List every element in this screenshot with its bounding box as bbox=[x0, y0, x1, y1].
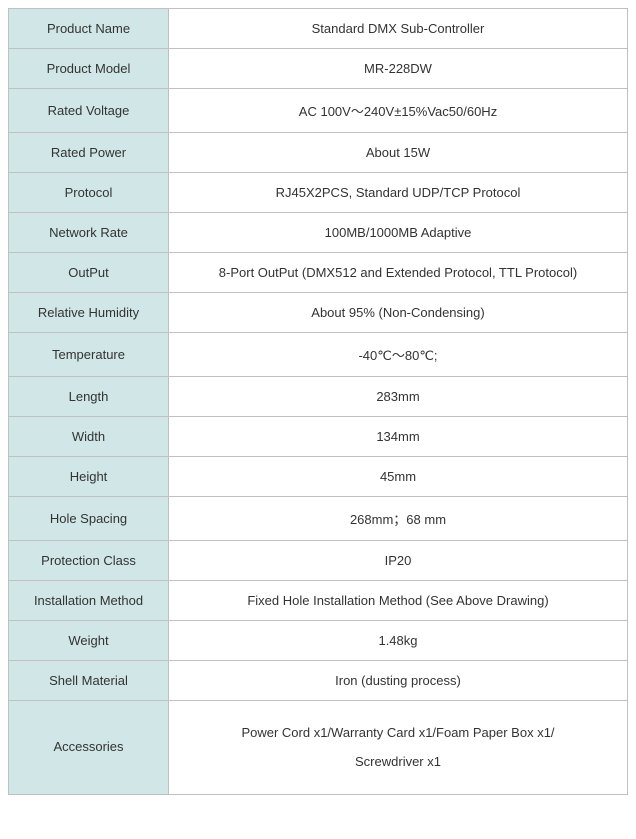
row-value: MR-228DW bbox=[169, 49, 628, 89]
table-row: Relative HumidityAbout 95% (Non-Condensi… bbox=[9, 293, 628, 333]
row-label: Product Model bbox=[9, 49, 169, 89]
table-row: Width134mm bbox=[9, 417, 628, 457]
row-value: -40℃～80℃; bbox=[169, 333, 628, 377]
table-row: Network Rate100MB/1000MB Adaptive bbox=[9, 213, 628, 253]
row-value: IP20 bbox=[169, 541, 628, 581]
table-row: Accessories Power Cord x1/Warranty Card x… bbox=[9, 701, 628, 795]
table-row: Height45mm bbox=[9, 457, 628, 497]
row-value: 134mm bbox=[169, 417, 628, 457]
row-value: RJ45X2PCS, Standard UDP/TCP Protocol bbox=[169, 173, 628, 213]
row-value: About 95% (Non-Condensing) bbox=[169, 293, 628, 333]
row-value: Power Cord x1/Warranty Card x1/Foam Pape… bbox=[169, 701, 628, 795]
row-value: 100MB/1000MB Adaptive bbox=[169, 213, 628, 253]
row-value-line: Screwdriver x1 bbox=[177, 748, 619, 777]
row-label: Protection Class bbox=[9, 541, 169, 581]
row-value-line: Power Cord x1/Warranty Card x1/Foam Pape… bbox=[177, 719, 619, 748]
row-value: About 15W bbox=[169, 133, 628, 173]
row-value: 8-Port OutPut (DMX512 and Extended Proto… bbox=[169, 253, 628, 293]
table-row: Installation MethodFixed Hole Installati… bbox=[9, 581, 628, 621]
row-label: Temperature bbox=[9, 333, 169, 377]
spec-table: Product NameStandard DMX Sub-ControllerP… bbox=[8, 8, 628, 795]
row-label: Network Rate bbox=[9, 213, 169, 253]
row-label: Relative Humidity bbox=[9, 293, 169, 333]
table-row: Protection ClassIP20 bbox=[9, 541, 628, 581]
row-label: Product Name bbox=[9, 9, 169, 49]
row-label: Accessories bbox=[9, 701, 169, 795]
row-label: Shell Material bbox=[9, 661, 169, 701]
row-label: Protocol bbox=[9, 173, 169, 213]
row-label: Height bbox=[9, 457, 169, 497]
row-value: 283mm bbox=[169, 377, 628, 417]
table-row: Product NameStandard DMX Sub-Controller bbox=[9, 9, 628, 49]
row-label: Width bbox=[9, 417, 169, 457]
row-label: Length bbox=[9, 377, 169, 417]
row-value: Standard DMX Sub-Controller bbox=[169, 9, 628, 49]
row-value: Fixed Hole Installation Method (See Abov… bbox=[169, 581, 628, 621]
row-label: Installation Method bbox=[9, 581, 169, 621]
row-label: OutPut bbox=[9, 253, 169, 293]
row-value: 1.48kg bbox=[169, 621, 628, 661]
table-row: OutPut8-Port OutPut (DMX512 and Extended… bbox=[9, 253, 628, 293]
table-row: Shell MaterialIron (dusting process) bbox=[9, 661, 628, 701]
row-value: AC 100V～240V±15%Vac50/60Hz bbox=[169, 89, 628, 133]
table-row: Temperature-40℃～80℃; bbox=[9, 333, 628, 377]
table-row: Rated VoltageAC 100V～240V±15%Vac50/60Hz bbox=[9, 89, 628, 133]
row-label: Weight bbox=[9, 621, 169, 661]
row-label: Rated Power bbox=[9, 133, 169, 173]
row-value: Iron (dusting process) bbox=[169, 661, 628, 701]
table-row: Product ModelMR-228DW bbox=[9, 49, 628, 89]
row-value: 45mm bbox=[169, 457, 628, 497]
table-row: Hole Spacing268mm；68 mm bbox=[9, 497, 628, 541]
table-row: ProtocolRJ45X2PCS, Standard UDP/TCP Prot… bbox=[9, 173, 628, 213]
row-label: Hole Spacing bbox=[9, 497, 169, 541]
row-label: Rated Voltage bbox=[9, 89, 169, 133]
row-value: 268mm；68 mm bbox=[169, 497, 628, 541]
spec-table-body: Product NameStandard DMX Sub-ControllerP… bbox=[9, 9, 628, 795]
table-row: Rated PowerAbout 15W bbox=[9, 133, 628, 173]
table-row: Weight1.48kg bbox=[9, 621, 628, 661]
table-row: Length283mm bbox=[9, 377, 628, 417]
